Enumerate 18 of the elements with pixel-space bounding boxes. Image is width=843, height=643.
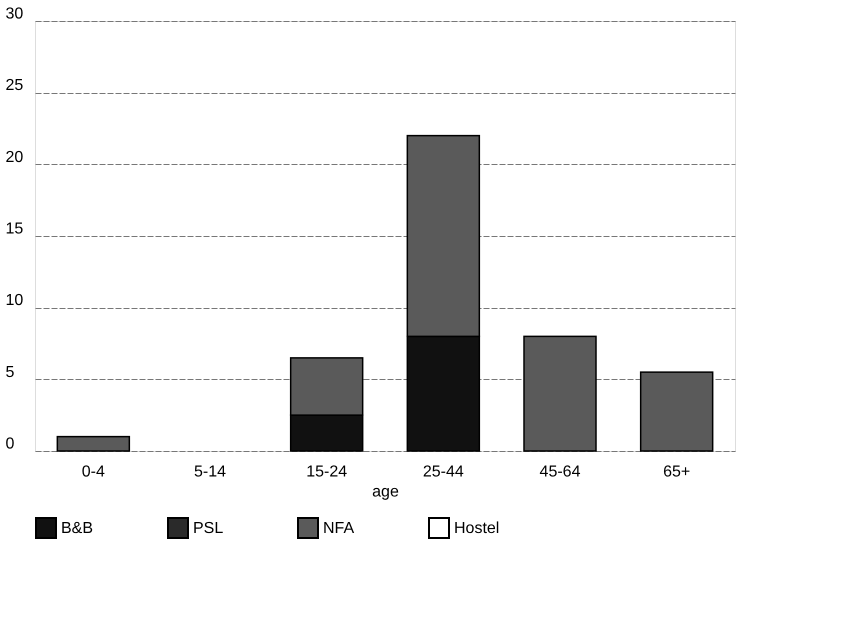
y-tick-label: 25 [6,77,24,94]
x-tick-label: 0-4 [82,464,105,480]
legend-label: B&B [61,520,94,537]
x-tick-label: 45-64 [540,464,581,480]
y-tick-label: 30 [6,6,24,22]
y-tick-label: 15 [6,220,24,238]
legend-label: PSL [193,520,224,537]
legend-label: NFA [323,520,354,537]
y-tick-label: 10 [6,292,24,310]
x-axis-title: age [372,484,399,500]
x-tick-label: 65+ [663,464,690,480]
legend-label: Hostel [454,520,500,537]
y-tick-label: 0 [6,436,14,452]
x-tick-label: 25-44 [422,464,464,480]
x-tick-label: 15-24 [306,464,348,480]
y-tick-label: 20 [6,148,24,166]
y-tick-label: 5 [6,364,14,381]
x-tick-label: 5-14 [194,464,226,480]
